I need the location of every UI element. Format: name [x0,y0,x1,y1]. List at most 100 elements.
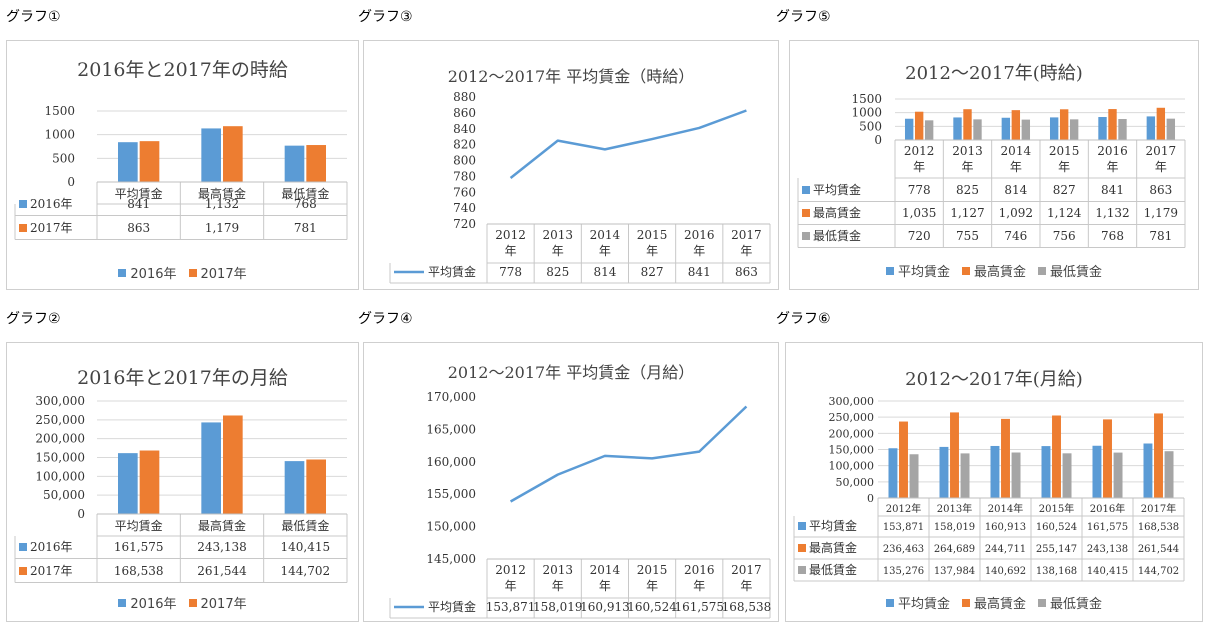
category-label: 年 [505,244,517,258]
category-label: 2016 [684,563,715,577]
category-label: 年 [693,579,705,593]
bar [1021,119,1031,140]
bar [118,453,138,514]
category-label: 年 [1010,160,1022,174]
data-value-label: 827 [1053,183,1076,197]
y-tick-label: 1500 [44,104,75,118]
category-label: 年 [740,244,752,258]
bar [1118,119,1127,140]
data-value-label: 1,035 [902,206,936,220]
y-tick-label: 50,000 [836,476,875,489]
bar [201,128,221,182]
legend-swatch [118,268,127,277]
data-value-label: 168,538 [1138,522,1179,533]
y-tick-label: 780 [453,169,476,183]
bar [284,461,305,514]
bar [963,109,972,140]
y-tick-label: 0 [867,492,874,505]
y-tick-label: 500 [859,119,882,133]
data-value-label: 768 [294,197,317,211]
graph-label-4: グラフ④ [358,311,413,327]
legend-item: 2016年 [118,593,177,612]
bar [1103,419,1112,498]
data-value-label: 158,019 [934,522,975,533]
legend-item: 平均賃金 [885,261,950,280]
series-name: 最低賃金 [809,562,857,577]
data-value-label: 236,463 [883,544,924,555]
y-tick-label: 1000 [44,128,75,142]
bar [1164,451,1174,498]
legend-key [19,200,27,208]
category-label: 年 [693,244,705,258]
data-value-label: 841 [688,265,711,279]
data-value-label: 160,524 [1036,522,1077,533]
bar [306,145,326,182]
legend-swatch [1038,266,1046,275]
chart-legend: 2016年 2017年 [7,593,358,612]
data-value-label: 825 [546,265,569,279]
bar [1092,445,1102,498]
category-label: 2014 [590,228,621,242]
legend-label: 2016年 [130,267,177,282]
data-value-label: 781 [1149,229,1172,243]
category-label: 2017 [731,228,762,242]
category-label: 年 [740,579,752,593]
bar [1069,119,1079,140]
chart-title: 2012～2017年 平均賃金（月給） [447,363,695,382]
y-tick-label: 800 [453,154,476,168]
category-label: 年 [1106,160,1118,174]
y-tick-label: 720 [453,217,476,231]
y-tick-label: 250,000 [35,413,85,427]
bar [306,459,326,514]
data-value-label: 863 [1149,183,1172,197]
category-label: 2013 [542,228,573,242]
y-tick-label: 760 [453,185,476,199]
series-name: 最低賃金 [813,228,861,243]
bar [1011,110,1021,140]
data-value-label: 841 [127,197,150,211]
category-label: 2012 [495,563,526,577]
y-tick-label: 300,000 [829,395,875,408]
data-value-label: 261,544 [1138,544,1179,555]
y-tick-label: 250,000 [829,411,875,424]
bar [1049,117,1059,140]
legend-label: 最低賃金 [1050,265,1103,280]
data-value-label: 137,984 [934,566,975,577]
category-label: 年 [913,160,925,174]
data-value-label: 158,019 [533,600,583,614]
legend-swatch [961,598,970,607]
category-label: 2012年 [886,502,921,515]
y-tick-label: 0 [77,507,85,521]
bar [139,141,160,182]
category-label: 2016 [684,228,715,242]
chart-panel-monthly-all: 2012～2017年(月給) 300,000 250,000 200,000 150,… [785,342,1203,622]
data-value-label: 135,276 [883,566,924,577]
legend-label: 2017年 [200,267,247,282]
y-tick-label: 200,000 [829,427,875,440]
category-label: 2015 [637,563,668,577]
series-name: 最高賃金 [813,205,861,220]
y-tick-label: 1000 [851,106,882,120]
bar [1011,452,1021,498]
category-label: 年 [1058,160,1070,174]
y-tick-label: 150,000 [829,444,875,457]
legend-key [798,566,806,574]
data-value-label: 140,692 [985,566,1026,577]
bar [924,120,934,140]
graph-label-2: グラフ② [6,311,61,327]
legend-item: 平均賃金 [885,593,950,612]
data-value-label: 264,689 [934,544,975,555]
bar [1001,418,1010,498]
y-tick-label: 740 [453,201,476,215]
data-value-label: 778 [908,183,931,197]
category-label: 年 [599,579,611,593]
chart-panel-monthly-2016-2017: 2016年と2017年の月給 300,000 250,000 200,000 150,… [6,342,359,622]
y-tick-label: 155,000 [426,487,476,501]
y-tick-label: 100,000 [35,469,85,483]
category-label: 2013年 [937,502,972,515]
series-name: 平均賃金 [428,599,476,614]
category-label: 2014年 [988,502,1023,515]
legend-item: 2016年 [118,263,177,282]
category-label: 2014 [1001,144,1032,158]
